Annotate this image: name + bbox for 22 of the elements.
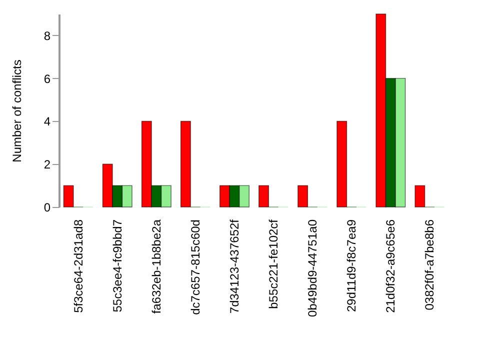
bar (298, 185, 308, 208)
x-tick-label: 0382f0f-a7be8b6 (422, 219, 437, 310)
y-tick-label: 6 (44, 72, 51, 86)
y-tick-label: 0 (44, 200, 51, 214)
bar (336, 120, 348, 208)
x-tick-label: 7d34123-437652f (227, 218, 242, 314)
y-tick-label: 8 (44, 28, 51, 43)
x-tick-label: 29d11d9-f8c7ea9 (344, 219, 359, 312)
x-tick-label: 5f3ce64-2d31ad8 (71, 219, 86, 313)
bar (258, 185, 269, 208)
x-tick-label: dc7c657-815c60d (188, 220, 202, 315)
bar (63, 185, 74, 208)
bar (414, 185, 426, 208)
x-tick-label: 21d0f32-a9c65e6 (384, 219, 398, 313)
x-tick-label: 0b49bd9-44751a0 (306, 219, 320, 317)
x-tick-label: b55c221-fe102cf (266, 218, 281, 309)
y-tick-label: 4 (44, 114, 51, 129)
bar (180, 120, 191, 208)
x-tick-label: fa632eb-1b8be2a (149, 219, 164, 314)
y-axis-title: Number of conflicts (10, 60, 24, 162)
x-tick-label: 55c3ee4-fc9bbd7 (110, 219, 124, 312)
y-tick-label: 2 (44, 158, 51, 172)
